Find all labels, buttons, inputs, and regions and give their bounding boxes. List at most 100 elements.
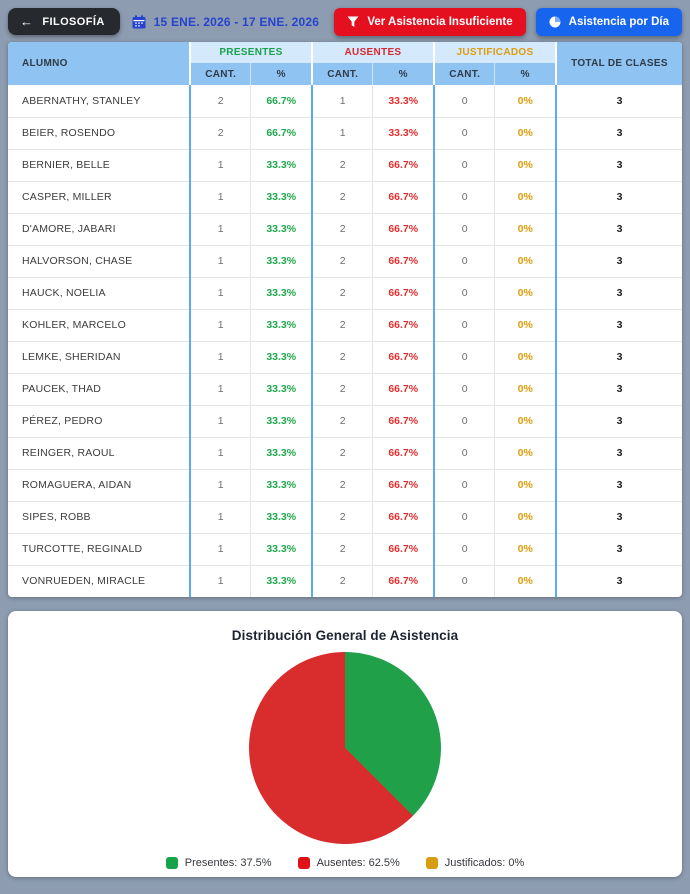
student-name-cell: BERNIER, BELLE (8, 149, 190, 182)
legend-item: Ausentes: 62.5% (297, 857, 400, 869)
presentes-cant-cell: 1 (188, 373, 251, 406)
justificados-pct-cell: 0% (494, 437, 556, 470)
justificados-pct-cell: 0% (494, 469, 556, 502)
presentes-pct-cell: 33.3% (250, 501, 312, 534)
ausentes-pct-cell: 66.7% (372, 181, 434, 214)
presentes-pct-cell: 66.7% (250, 85, 312, 118)
ausentes-pct-cell: 66.7% (372, 277, 434, 310)
back-button-label: FILOSOFÍA (42, 15, 105, 28)
attendance-by-day-button[interactable]: Asistencia por Día (535, 7, 682, 36)
ausentes-pct-cell: 66.7% (372, 149, 434, 182)
legend-label: Presentes: 37.5% (184, 857, 272, 869)
column-header-alumno: ALUMNO (8, 42, 190, 85)
total-classes-cell: 3 (554, 117, 682, 150)
legend-swatch (297, 857, 310, 869)
presentes-pct-cell: 33.3% (250, 341, 312, 374)
legend-swatch (425, 857, 438, 869)
justificados-pct-cell: 0% (494, 117, 556, 150)
back-arrow-icon: ← (20, 14, 34, 29)
group-header-ausentes: AUSENTES (310, 42, 434, 63)
ausentes-cant-cell: 1 (310, 117, 373, 150)
ausentes-pct-cell: 66.7% (372, 469, 434, 502)
justificados-pct-cell: 0% (494, 501, 556, 534)
total-classes-cell: 3 (554, 85, 682, 118)
ausentes-cant-cell: 2 (310, 277, 373, 310)
presentes-cant-cell: 1 (188, 501, 251, 534)
legend-label: Ausentes: 62.5% (316, 857, 400, 869)
ausentes-cant-cell: 2 (310, 245, 373, 278)
date-range-picker[interactable]: 15 ENE. 2026 - 17 ENE. 2026 (132, 15, 320, 29)
total-classes-cell: 3 (554, 245, 682, 278)
table-row: REINGER, RAOUL 1 33.3% 2 66.7% 0 0% 3 (8, 437, 682, 470)
subheader-ausentes-pct: % (372, 63, 434, 85)
presentes-pct-cell: 33.3% (250, 437, 312, 470)
justificados-cant-cell: 0 (432, 85, 495, 118)
ausentes-cant-cell: 2 (310, 373, 373, 406)
justificados-cant-cell: 0 (432, 213, 495, 246)
subheader-presentes-pct: % (250, 63, 312, 85)
attendance-chart-card: Distribución General de Asistencia Prese… (8, 611, 682, 877)
presentes-cant-cell: 1 (188, 245, 251, 278)
ausentes-pct-cell: 33.3% (372, 117, 434, 150)
presentes-cant-cell: 1 (188, 277, 251, 310)
justificados-cant-cell: 0 (432, 373, 495, 406)
student-name-cell: CASPER, MILLER (8, 181, 190, 214)
subheader-justificados-cant: CANT. (432, 63, 495, 85)
presentes-cant-cell: 1 (188, 181, 251, 214)
justificados-pct-cell: 0% (494, 309, 556, 342)
table-row: ABERNATHY, STANLEY 2 66.7% 1 33.3% 0 0% 3 (8, 85, 682, 118)
group-header-justificados: JUSTIFICADOS (432, 42, 556, 63)
table-row: LEMKE, SHERIDAN 1 33.3% 2 66.7% 0 0% 3 (8, 341, 682, 374)
presentes-pct-cell: 33.3% (250, 405, 312, 438)
table-row: TURCOTTE, REGINALD 1 33.3% 2 66.7% 0 0% 3 (8, 533, 682, 566)
justificados-cant-cell: 0 (432, 469, 495, 502)
presentes-cant-cell: 1 (188, 309, 251, 342)
presentes-pct-cell: 33.3% (250, 565, 312, 597)
student-name-cell: PAUCEK, THAD (8, 373, 190, 406)
attendance-table: ALUMNO PRESENTES AUSENTES JUSTIFICADOS T… (8, 42, 682, 597)
table-row: CASPER, MILLER 1 33.3% 2 66.7% 0 0% 3 (8, 181, 682, 214)
table-row: VONRUEDEN, MIRACLE 1 33.3% 2 66.7% 0 0% 3 (8, 565, 682, 597)
toolbar-actions: Ver Asistencia Insuficiente Asistencia p… (334, 7, 682, 36)
ausentes-cant-cell: 2 (310, 149, 373, 182)
justificados-pct-cell: 0% (494, 405, 556, 438)
student-name-cell: HAUCK, NOELIA (8, 277, 190, 310)
total-classes-cell: 3 (554, 149, 682, 182)
ausentes-cant-cell: 2 (310, 341, 373, 374)
subheader-justificados-pct: % (494, 63, 556, 85)
back-button[interactable]: ← FILOSOFÍA (8, 8, 120, 35)
ausentes-pct-cell: 66.7% (372, 309, 434, 342)
total-classes-cell: 3 (554, 277, 682, 310)
table-row: PÉREZ, PEDRO 1 33.3% 2 66.7% 0 0% 3 (8, 405, 682, 438)
total-classes-cell: 3 (554, 373, 682, 406)
toolbar: ← FILOSOFÍA 15 ENE. 2026 - 17 ENE. 2026 … (0, 0, 690, 42)
student-name-cell: BEIER, ROSENDO (8, 117, 190, 150)
presentes-cant-cell: 1 (188, 533, 251, 566)
legend-item: Justificados: 0% (425, 857, 524, 869)
table-row: HALVORSON, CHASE 1 33.3% 2 66.7% 0 0% 3 (8, 245, 682, 278)
justificados-pct-cell: 0% (494, 85, 556, 118)
justificados-cant-cell: 0 (432, 533, 495, 566)
student-name-cell: LEMKE, SHERIDAN (8, 341, 190, 374)
chart-title: Distribución General de Asistencia (231, 628, 459, 643)
table-row: BEIER, ROSENDO 2 66.7% 1 33.3% 0 0% 3 (8, 117, 682, 150)
total-classes-cell: 3 (554, 565, 682, 597)
justificados-cant-cell: 0 (432, 149, 495, 182)
justificados-cant-cell: 0 (432, 341, 495, 374)
student-name-cell: PÉREZ, PEDRO (8, 405, 190, 438)
justificados-pct-cell: 0% (494, 245, 556, 278)
presentes-pct-cell: 33.3% (250, 245, 312, 278)
presentes-pct-cell: 33.3% (250, 533, 312, 566)
ausentes-cant-cell: 2 (310, 565, 373, 597)
insufficient-attendance-button[interactable]: Ver Asistencia Insuficiente (334, 7, 526, 36)
justificados-cant-cell: 0 (432, 117, 495, 150)
filter-icon (347, 16, 359, 27)
presentes-cant-cell: 2 (188, 117, 251, 150)
column-header-total: TOTAL DE CLASES (554, 42, 682, 85)
ausentes-cant-cell: 2 (310, 213, 373, 246)
justificados-pct-cell: 0% (494, 565, 556, 597)
presentes-cant-cell: 1 (188, 437, 251, 470)
subheader-ausentes-cant: CANT. (310, 63, 373, 85)
justificados-cant-cell: 0 (432, 277, 495, 310)
justificados-cant-cell: 0 (432, 501, 495, 534)
